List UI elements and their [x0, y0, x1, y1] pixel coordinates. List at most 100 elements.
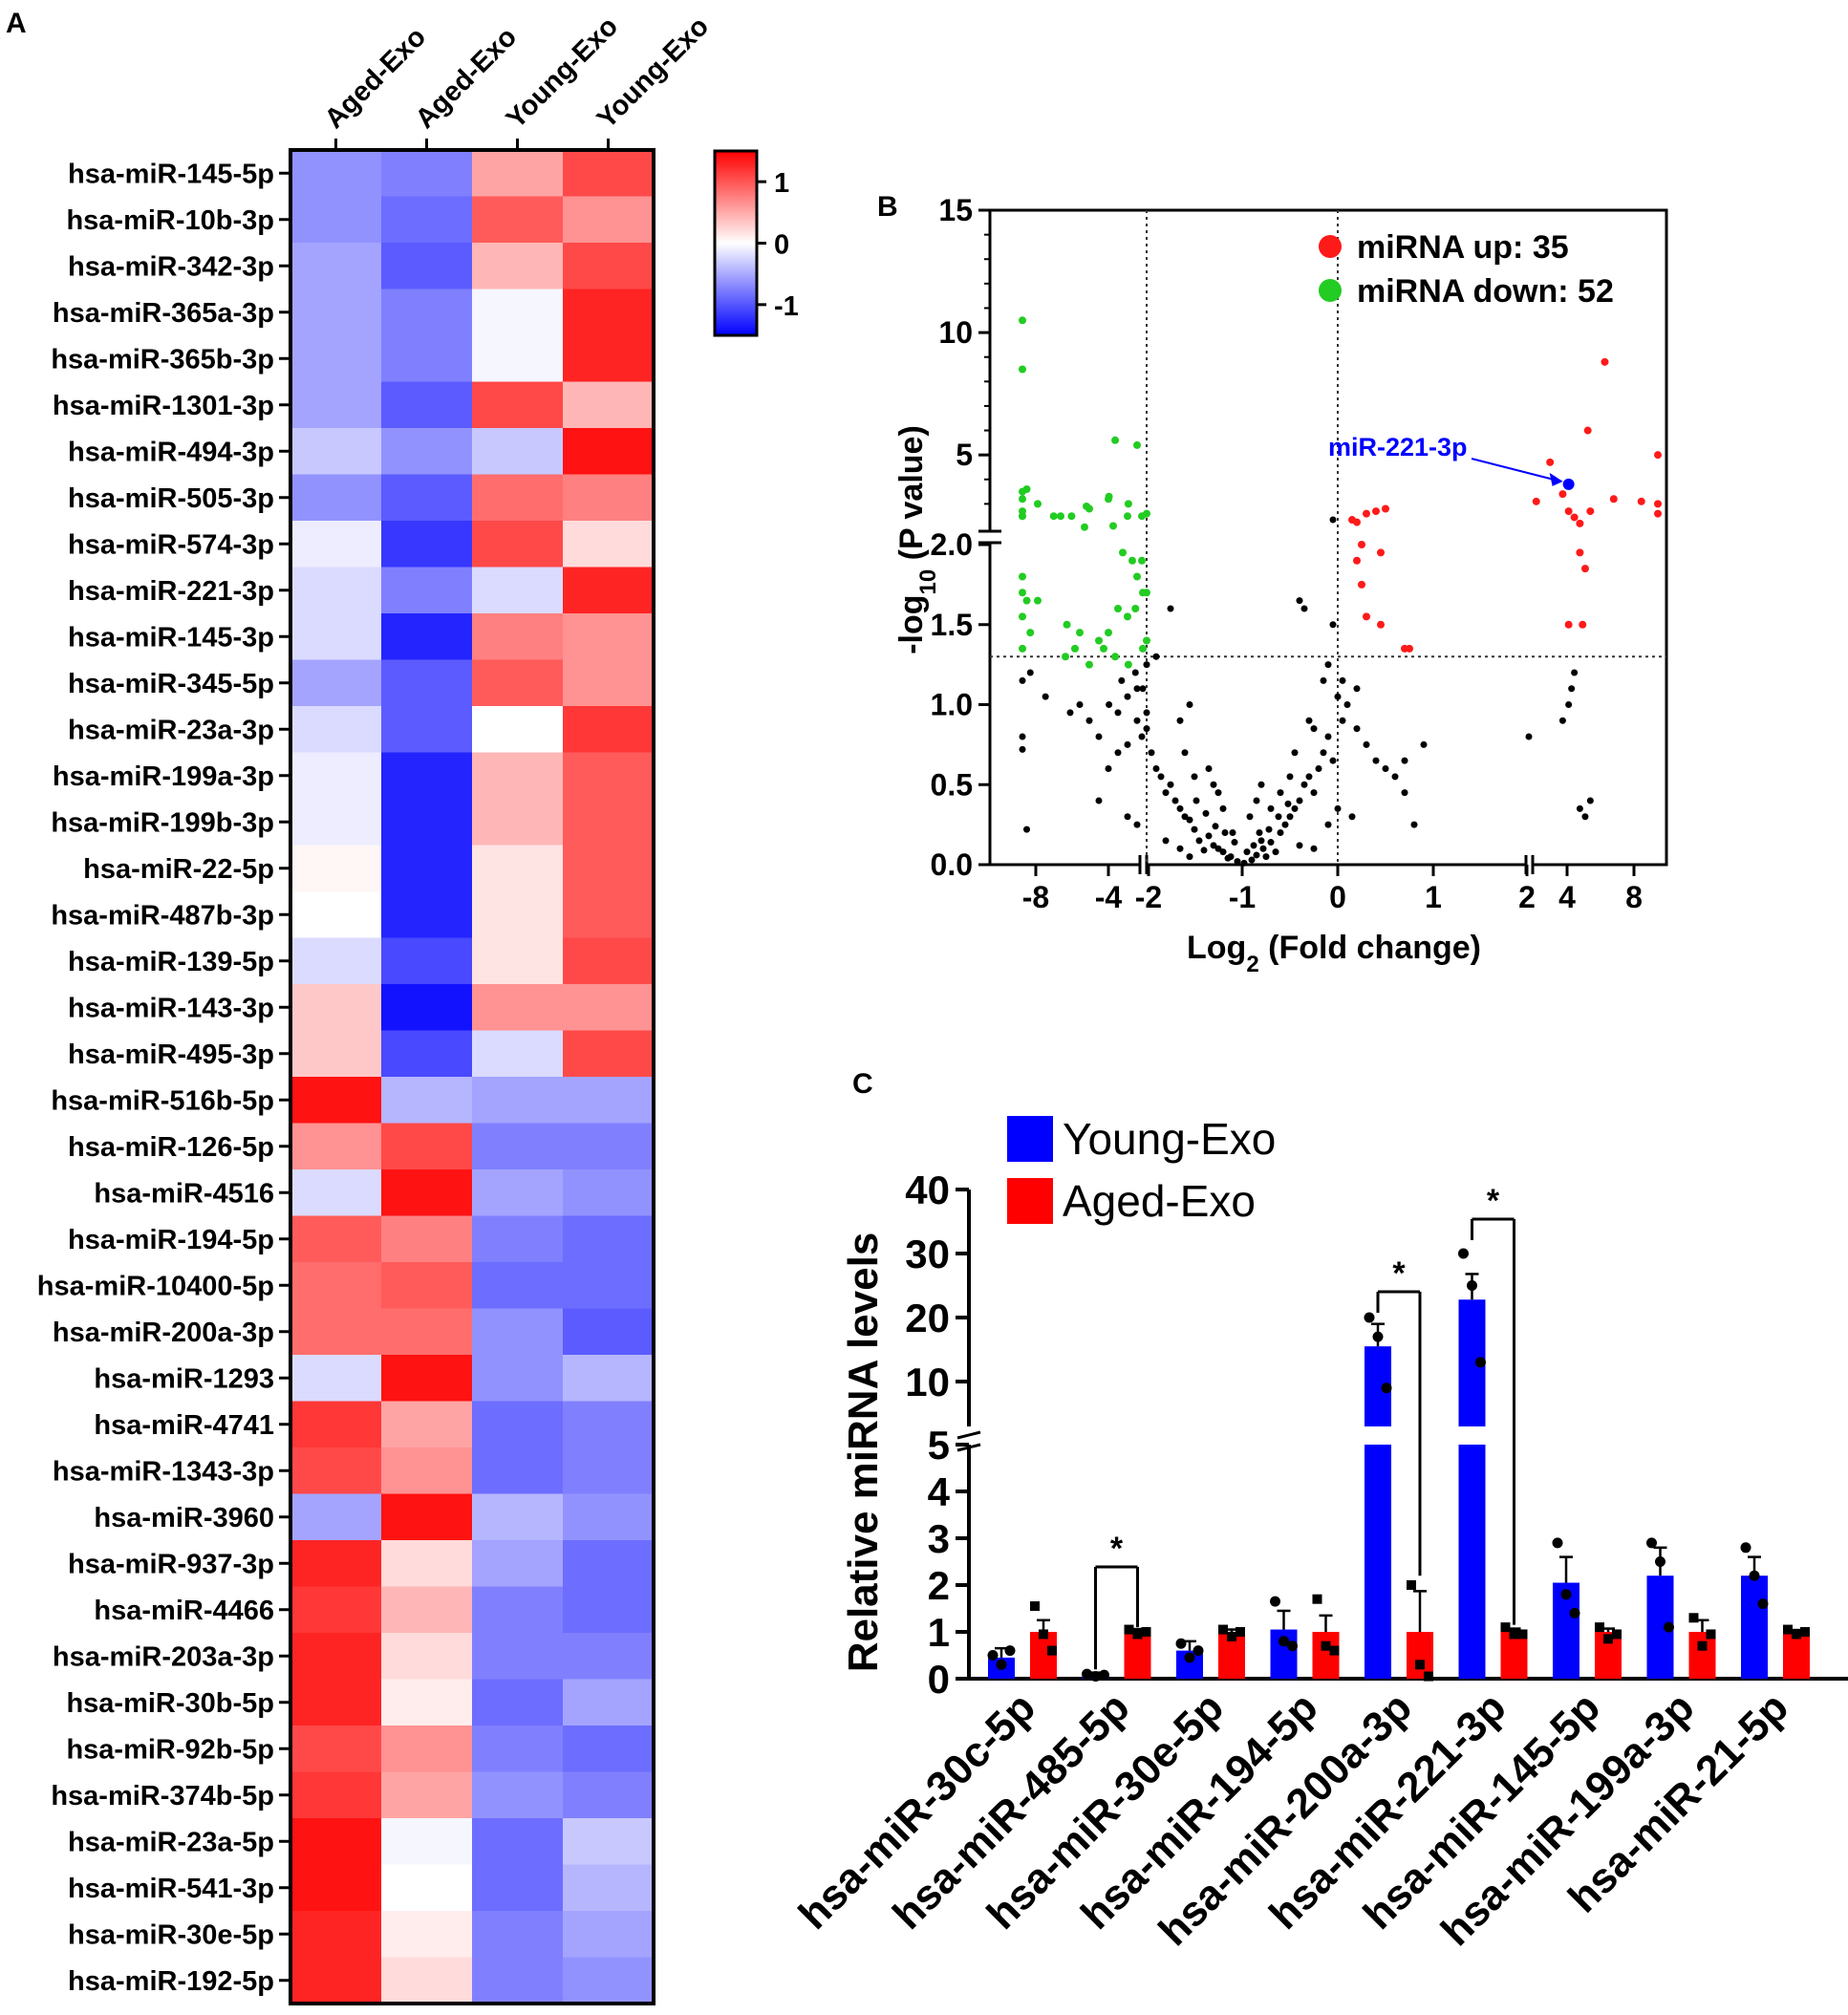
point-ns — [1176, 804, 1184, 812]
point-ns — [1353, 685, 1361, 693]
heatmap-cell — [563, 613, 655, 660]
heatmap-cell — [563, 799, 655, 846]
y-tick-label: 20 — [905, 1296, 950, 1340]
point-up — [1637, 497, 1645, 505]
point-ns — [1296, 597, 1303, 605]
significance-star: * — [1110, 1531, 1124, 1567]
heatmap-cell — [472, 1169, 564, 1216]
point-ns — [1019, 676, 1026, 684]
heatmap-cell — [563, 1401, 655, 1448]
row-label: hsa-miR-30e-5p — [68, 1919, 274, 1950]
heatmap-cell — [290, 613, 382, 660]
heatmap-cell — [563, 1957, 655, 2004]
point-down — [1095, 636, 1103, 645]
heatmap-cell — [290, 1771, 382, 1819]
y-tick-label: 2 — [928, 1563, 950, 1608]
data-point — [1783, 1624, 1793, 1635]
point-up — [1353, 518, 1361, 526]
heatmap-cell — [472, 1679, 564, 1726]
legend-label: Young-Exo — [1063, 1114, 1276, 1164]
data-point — [1560, 1589, 1572, 1600]
point-ns — [1210, 842, 1217, 849]
heatmap-cell — [290, 1215, 382, 1263]
point-ns — [1195, 837, 1203, 845]
data-point — [1800, 1627, 1810, 1637]
point-ns — [1186, 701, 1193, 708]
data-point — [1740, 1542, 1751, 1554]
point-down — [1019, 512, 1026, 521]
data-point — [1372, 1331, 1384, 1342]
legend-label: miRNA up: 35 — [1357, 229, 1569, 266]
heatmap-cell — [290, 428, 382, 475]
point-ns — [1410, 821, 1418, 828]
heatmap-cell — [472, 1355, 564, 1402]
point-down — [1131, 605, 1140, 612]
point-ns — [1281, 821, 1289, 828]
heatmap-cell — [472, 1123, 564, 1170]
heatmap-cell — [381, 1262, 473, 1309]
heatmap-cell — [472, 937, 564, 985]
point-ns — [1391, 773, 1399, 781]
data-point — [1415, 1660, 1425, 1670]
point-ns — [1133, 821, 1141, 828]
point-ns — [1586, 797, 1594, 804]
row-label: hsa-miR-126-5p — [68, 1132, 274, 1163]
point-down — [1100, 644, 1107, 653]
x-tick-label: -2 — [1135, 880, 1162, 914]
point-ns — [1212, 823, 1219, 830]
point-ns — [1291, 804, 1299, 812]
point-down — [1085, 660, 1093, 669]
heatmap-cell — [381, 1123, 473, 1170]
data-point — [1321, 1640, 1331, 1651]
point-ns — [1085, 717, 1093, 724]
data-point — [1749, 1570, 1760, 1581]
point-ns — [1167, 781, 1174, 788]
point-down — [1081, 523, 1088, 531]
point-ns — [1320, 676, 1327, 684]
point-down — [1026, 629, 1035, 637]
point-ns — [1162, 789, 1170, 797]
heatmap-cell — [472, 1864, 564, 1912]
x-tick-label: -8 — [1022, 880, 1049, 914]
legend-label: miRNA down: 52 — [1357, 273, 1614, 310]
bar — [1124, 1632, 1151, 1679]
heatmap-cell — [381, 521, 473, 568]
heatmap-cell — [563, 521, 655, 568]
point-ns — [1219, 804, 1227, 812]
heatmap-cell — [472, 1540, 564, 1587]
heatmap-cell — [381, 196, 473, 244]
heatmap-cell — [472, 289, 564, 336]
point-up — [1601, 357, 1609, 366]
data-point — [1603, 1634, 1613, 1644]
point-ns — [1310, 725, 1318, 733]
heatmap-cell — [381, 1771, 473, 1819]
row-label: hsa-miR-139-5p — [68, 947, 274, 977]
heatmap-cell — [290, 381, 382, 429]
heatmap-cell — [290, 196, 382, 244]
heatmap-cell — [290, 1308, 382, 1356]
point-down — [1019, 316, 1026, 325]
heatmap-cell — [472, 799, 564, 846]
heatmap-cell — [472, 243, 564, 289]
heatmap-cell — [381, 1957, 473, 2004]
heatmap-cell — [472, 891, 564, 938]
point-down — [1022, 596, 1031, 605]
data-point — [1270, 1596, 1280, 1607]
colorbar-tick-label: -1 — [774, 291, 799, 322]
data-point — [1141, 1627, 1151, 1637]
point-ns — [1363, 740, 1370, 748]
row-label: hsa-miR-194-5p — [68, 1225, 274, 1255]
y-axis-title: -log10 (P value) — [893, 425, 941, 654]
point-ns — [1339, 717, 1346, 724]
point-ns — [1277, 789, 1284, 797]
point-ns — [1042, 693, 1049, 700]
data-point — [1132, 1629, 1143, 1640]
heatmap-cell — [381, 659, 473, 707]
bar — [1458, 1445, 1486, 1679]
point-ns — [1401, 757, 1408, 764]
heatmap-cell — [381, 799, 473, 846]
heatmap-cell — [563, 659, 655, 707]
row-label: hsa-miR-143-3p — [68, 993, 274, 1023]
point-ns — [1324, 821, 1332, 828]
point-up — [1558, 490, 1567, 499]
